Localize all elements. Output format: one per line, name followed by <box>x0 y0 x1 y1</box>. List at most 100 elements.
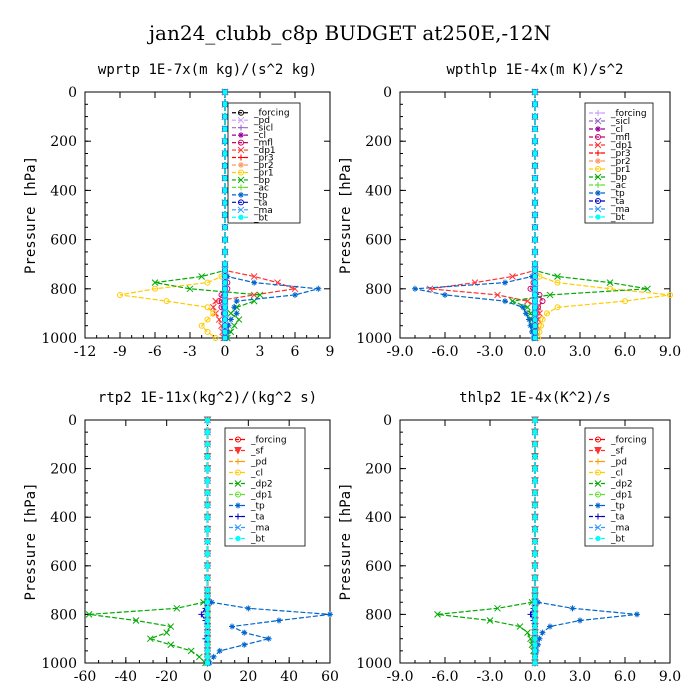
data-point <box>516 623 524 630</box>
data-point <box>222 286 228 292</box>
data-point <box>204 648 211 654</box>
x-tick-label: -3.0 <box>477 344 504 360</box>
data-point <box>486 617 494 624</box>
data-point <box>442 291 448 298</box>
data-point <box>532 599 538 605</box>
legend-label: _ac <box>610 181 626 191</box>
data-point <box>667 291 673 298</box>
x-tick-label: -3 <box>183 344 197 360</box>
data-point <box>204 605 211 611</box>
data-point <box>577 617 583 624</box>
x-tick-label: 60 <box>321 669 339 685</box>
data-point <box>554 273 561 280</box>
data-point <box>222 329 228 335</box>
data-point <box>251 279 258 286</box>
data-point <box>204 587 211 593</box>
legend-marker <box>595 134 601 140</box>
data-point <box>204 429 211 435</box>
data-point <box>547 623 553 630</box>
legend-marker <box>235 535 241 542</box>
data-point <box>204 660 211 666</box>
legend-marker <box>238 184 244 191</box>
data-point <box>546 291 554 299</box>
y-tick-label: 200 <box>365 462 392 478</box>
data-point <box>502 279 508 286</box>
x-tick-label: -40 <box>115 669 138 685</box>
legend-marker <box>595 166 601 172</box>
y-tick-label: 800 <box>50 282 77 298</box>
data-point <box>275 617 282 624</box>
data-point <box>292 291 298 298</box>
legend-marker <box>595 190 601 196</box>
data-point <box>198 273 206 280</box>
legend-marker <box>595 502 601 509</box>
data-point <box>204 563 211 569</box>
legend-label: _cl <box>610 125 623 135</box>
data-point <box>494 291 501 299</box>
y-tick-label: 0 <box>383 85 392 101</box>
data-point <box>532 138 538 144</box>
data-point <box>494 604 501 612</box>
data-point <box>212 335 219 341</box>
x-tick-label: -6 <box>148 344 162 360</box>
panel-3: rtp2 1E-11x(kg^2)/(kg^2 s) Pressure [hPa]… <box>23 390 339 685</box>
data-point <box>187 647 195 655</box>
legend: _forcing_sicl_cl_mfl_dp1_pr3_pr2_pr1_bp_… <box>584 102 654 224</box>
legend-label: _dp2 <box>610 480 633 490</box>
series-line <box>119 92 226 339</box>
legend-label: _bp <box>253 176 270 186</box>
data-point <box>539 316 546 323</box>
data-point <box>195 653 203 661</box>
figure-title: jan24_clubb_c8p BUDGET at250E,-12N <box>147 21 551 45</box>
data-point <box>204 599 211 605</box>
legend-label: _dp1 <box>250 491 273 501</box>
data-point <box>544 310 550 317</box>
legend-label: _bt <box>610 535 625 545</box>
x-tick-label: -20 <box>155 669 178 685</box>
data-point <box>204 636 211 642</box>
legend-label: _tp <box>253 191 268 201</box>
legend-label: _pd <box>610 458 627 468</box>
x-tick-label: 9.0 <box>659 344 681 360</box>
y-axis-label: Pressure [hPa] <box>338 482 354 600</box>
data-point <box>256 291 264 299</box>
data-point <box>204 526 211 532</box>
legend-label: _forcing <box>253 109 290 119</box>
series-bt <box>532 417 538 666</box>
data-point <box>250 291 258 299</box>
data-point <box>554 279 561 286</box>
legend-marker <box>234 524 242 531</box>
legend-marker <box>235 502 241 509</box>
data-point <box>186 285 194 293</box>
legend-label: _bt <box>610 213 625 223</box>
legend-label: _ta <box>610 513 625 523</box>
data-point <box>539 629 546 636</box>
legend-marker <box>235 491 241 498</box>
data-point <box>532 575 538 581</box>
legend-label: _pr2 <box>610 157 631 167</box>
data-point <box>532 466 538 472</box>
legend-label: _cl <box>610 469 623 479</box>
legend-marker <box>238 132 244 139</box>
y-tick-label: 800 <box>50 607 77 623</box>
series-bt <box>204 417 211 666</box>
panel-title: wpthlp 1E-4x(m K)/s^2 <box>446 62 623 78</box>
data-point <box>532 280 538 286</box>
data-point <box>532 630 538 636</box>
x-tick-label: 20 <box>239 669 257 685</box>
legend-box <box>227 102 301 224</box>
x-tick-label: -9.0 <box>387 669 414 685</box>
x-tick-label: 6.0 <box>614 344 636 360</box>
data-point <box>222 323 228 329</box>
legend-marker <box>595 182 601 188</box>
legend-marker <box>238 191 244 198</box>
legend-marker <box>234 480 242 487</box>
legend-label: _dp2 <box>250 480 273 490</box>
data-point <box>222 200 228 206</box>
panel-4: thlp2 1E-4x(K^2)/s Pressure [hPa] -9.0 -6.0… <box>338 390 681 685</box>
legend: _forcing_pd_sicl_cl_mfl_dp1_pr3_pr2_pr1_… <box>227 102 301 224</box>
legend-marker <box>594 447 602 455</box>
data-point <box>532 249 538 255</box>
legend-label: _bt <box>253 213 268 223</box>
